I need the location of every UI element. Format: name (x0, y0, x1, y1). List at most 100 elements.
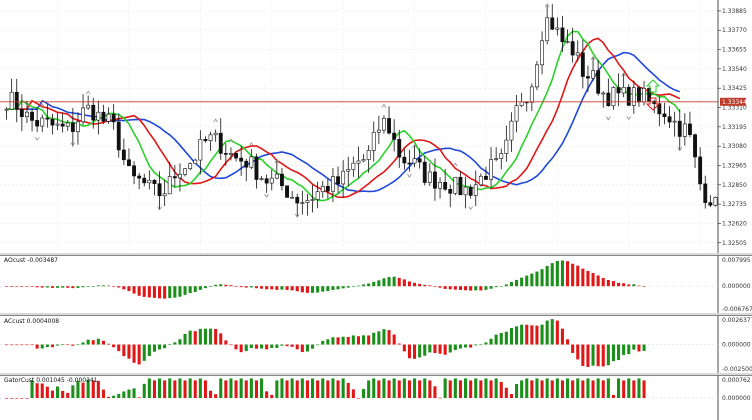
fractal-up-arrow (228, 138, 234, 143)
histogram-bar (632, 344, 636, 350)
histogram-bar (438, 344, 442, 354)
histogram-bar (397, 277, 401, 287)
candle (662, 113, 667, 118)
histogram-bar (107, 285, 111, 287)
histogram-bar (586, 270, 590, 287)
histogram-bar (183, 333, 187, 345)
histogram-bar (234, 380, 238, 398)
histogram-bar (219, 284, 223, 287)
histogram-bar (173, 380, 177, 398)
histogram-bar (530, 273, 534, 287)
histogram-bar (433, 344, 437, 354)
candle (60, 123, 65, 127)
ao-indicator-pane[interactable]: 0.007995 0.000000 -0.006767 AOcust -0.0034… (0, 257, 752, 313)
candle (626, 86, 631, 106)
histogram-bar (20, 398, 24, 399)
current-price-tag: 1.33344 (720, 97, 747, 106)
histogram-bar (499, 381, 503, 398)
histogram-bar (214, 328, 218, 345)
candle (264, 178, 269, 184)
candle (290, 196, 295, 199)
candle (417, 158, 422, 163)
histogram-bar (438, 286, 442, 288)
fractal-up-arrow (381, 103, 387, 108)
candle (376, 129, 381, 133)
histogram-bar (152, 380, 156, 398)
histogram-bar (50, 390, 54, 398)
candle (494, 158, 499, 160)
candle (453, 177, 458, 194)
candle (172, 176, 177, 179)
candle (499, 153, 504, 159)
histogram-bar (270, 394, 274, 398)
histogram-bar (112, 286, 116, 287)
histogram-bar (5, 286, 9, 287)
histogram-bar (260, 378, 264, 398)
fractal-up-arrow (412, 143, 417, 148)
histogram-bar (224, 340, 228, 345)
histogram-bar (387, 277, 391, 287)
candle (616, 87, 621, 94)
candle (565, 41, 570, 43)
histogram-bar (423, 284, 427, 287)
candle (274, 173, 279, 179)
candle (239, 157, 244, 162)
histogram-bar (540, 269, 544, 287)
histogram-bar (137, 286, 141, 296)
histogram-bar (50, 344, 54, 348)
histogram-bar (540, 324, 544, 345)
candle (637, 87, 641, 103)
histogram-bar (555, 260, 559, 287)
pane-separator (0, 313, 752, 316)
candle (30, 111, 34, 121)
candle (147, 179, 152, 184)
candle (244, 160, 249, 168)
histogram-bar (627, 378, 631, 398)
histogram-bar (183, 286, 187, 295)
ac-title: ACcust 0.0004008 (4, 318, 59, 325)
histogram-bar (30, 344, 34, 346)
candle (642, 87, 646, 103)
candle (132, 165, 136, 177)
histogram-bar (387, 380, 391, 398)
histogram-bar (586, 344, 590, 368)
candle (208, 134, 213, 141)
ao-title: AOcust -0.003487 (4, 257, 58, 264)
histogram-bar (66, 344, 70, 346)
histogram-bar (188, 330, 192, 345)
candle (529, 86, 534, 103)
indicator-tick-label: -0.006767 (722, 306, 752, 313)
histogram-bar (183, 380, 187, 398)
candle (325, 185, 330, 192)
candle (229, 153, 233, 155)
histogram-bar (45, 344, 49, 348)
ac-indicator-pane[interactable]: 0.0026377 0.000000 -0.0025005 ACcust 0.000… (0, 317, 752, 373)
candle (315, 191, 320, 200)
histogram-bar (530, 325, 534, 345)
histogram-bar (356, 285, 360, 287)
candle (356, 160, 361, 164)
histogram-bar (392, 276, 396, 287)
candle (478, 175, 483, 186)
histogram-bar (550, 319, 554, 345)
histogram-bar (203, 286, 207, 289)
histogram-bar (627, 284, 631, 287)
candle (677, 120, 682, 137)
gator-indicator-pane[interactable]: 0.000762 0.000000 GatorCust 0.001045 -0.0… (0, 377, 751, 402)
histogram-bar (560, 328, 564, 345)
candle (19, 108, 24, 118)
buy-signal-arrow (645, 79, 661, 93)
histogram-bar (305, 380, 309, 398)
candle (407, 162, 412, 165)
fractal-up-arrow (39, 103, 45, 108)
price-tick-label: 1.33080 (722, 143, 747, 150)
histogram-bar (40, 383, 44, 398)
histogram-bar (275, 286, 279, 290)
histogram-bar (377, 331, 381, 345)
histogram-bar (571, 344, 575, 353)
histogram-bar (341, 336, 345, 345)
fractal-up-arrow (213, 118, 218, 123)
histogram-bar (61, 390, 65, 398)
